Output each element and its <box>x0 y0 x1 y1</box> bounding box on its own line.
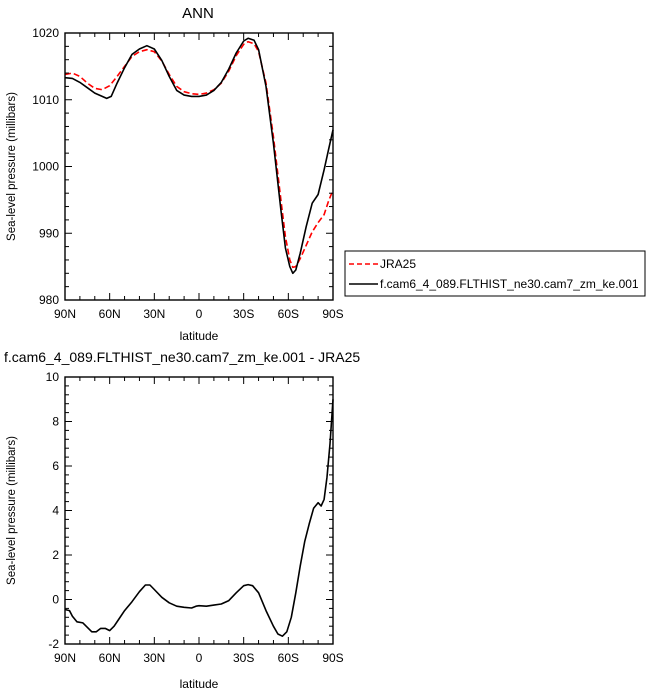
x-tick-label: 90N <box>54 651 76 665</box>
y-tick-label: 1020 <box>32 26 59 40</box>
x-tick-label: 90S <box>322 307 343 321</box>
bottom-plot-frame <box>64 376 334 645</box>
y-tick-label: 990 <box>39 226 59 240</box>
bottom-x-tick-labels: 90N 60N 30N 0 30S 60S 90S <box>54 651 344 665</box>
x-tick-label: 90S <box>322 651 343 665</box>
legend: JRA25 f.cam6_4_089.FLTHIST_ne30.cam7_zm_… <box>344 250 646 297</box>
top-plot-frame <box>64 32 334 301</box>
y-tick-label: -2 <box>48 637 59 651</box>
top-y-axis-label: Sea-level pressure (millibars) <box>6 92 18 241</box>
x-tick-label: 60S <box>278 651 299 665</box>
bottom-panel: f.cam6_4_089.FLTHIST_ne30.cam7_zm_ke.001… <box>4 349 360 691</box>
series-line-jra25 <box>64 40 334 269</box>
x-tick-label: 0 <box>196 307 203 321</box>
x-tick-label: 60N <box>99 651 121 665</box>
x-tick-label: 0 <box>196 651 203 665</box>
legend-box <box>344 250 646 297</box>
bottom-series-layer <box>64 399 334 638</box>
bottom-y-tick-labels: -2 0 2 4 6 8 10 <box>46 370 60 651</box>
top-x-tick-labels: 90N 60N 30N 0 30S 60S 90S <box>54 307 344 321</box>
y-tick-label: 0 <box>52 593 59 607</box>
series-line-model <box>64 37 334 275</box>
x-tick-label: 30N <box>143 307 165 321</box>
bottom-ticks-layer <box>64 376 334 645</box>
y-tick-label: 980 <box>39 293 59 307</box>
x-tick-label: 60S <box>278 307 299 321</box>
top-y-tick-labels: 980 990 1000 1010 1020 <box>32 26 59 307</box>
top-x-axis-label: latitude <box>180 329 219 343</box>
top-series-layer <box>64 37 334 275</box>
y-tick-label: 4 <box>52 504 59 518</box>
legend-label-jra25: JRA25 <box>380 257 416 271</box>
y-tick-label: 1000 <box>32 160 59 174</box>
y-tick-label: 6 <box>52 459 59 473</box>
x-tick-label: 30N <box>143 651 165 665</box>
top-chart-title: ANN <box>182 5 214 22</box>
x-tick-label: 90N <box>54 307 76 321</box>
y-tick-label: 8 <box>52 415 59 429</box>
series-line-difference <box>64 399 334 638</box>
y-tick-label: 2 <box>52 548 59 562</box>
x-tick-label: 30S <box>233 651 254 665</box>
x-tick-label: 60N <box>99 307 121 321</box>
top-panel: ANN 90N 60N 30N 0 30S 60S 90S 980 990 1000 1010 10… <box>6 5 344 343</box>
y-tick-label: 1010 <box>32 93 59 107</box>
x-tick-label: 30S <box>233 307 254 321</box>
top-ticks-layer <box>64 32 334 301</box>
bottom-y-axis-label: Sea-level pressure (millibars) <box>6 436 18 585</box>
legend-label-model: f.cam6_4_089.FLTHIST_ne30.cam7_zm_ke.001 <box>380 277 639 291</box>
y-tick-label: 10 <box>46 370 60 384</box>
bottom-chart-title: f.cam6_4_089.FLTHIST_ne30.cam7_zm_ke.001… <box>4 349 360 365</box>
bottom-x-axis-label: latitude <box>180 677 219 691</box>
